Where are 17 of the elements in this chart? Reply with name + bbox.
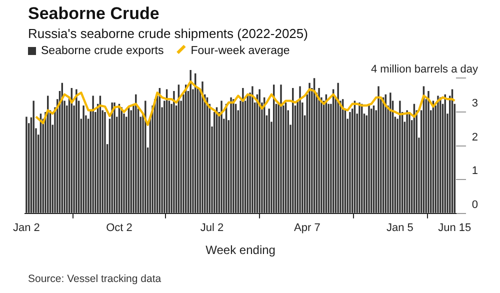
x-tick-label: Jun 15: [438, 222, 472, 234]
chart-title: Seaborne Crude: [28, 4, 160, 24]
y-tick-label: 0: [472, 198, 478, 211]
x-tick-label: Jan 5: [386, 222, 414, 234]
y-tick-label: 3: [472, 97, 478, 110]
chart-subtitle: Russia's seaborne crude shipments (2022-2025): [28, 26, 308, 41]
x-tick-label: Oct 2: [106, 222, 132, 234]
y-tick-label: 2: [472, 131, 478, 144]
y-tick-label: 4 million barrels a day: [371, 64, 478, 76]
x-tick-label: Jul 2: [200, 222, 224, 234]
x-tick-label: Apr 7: [294, 222, 320, 234]
x-axis-title: Week ending: [206, 243, 276, 258]
y-tick-label: 1: [472, 165, 478, 178]
source-note: Source: Vessel tracking data: [28, 273, 162, 285]
x-tick-label: Jan 2: [13, 222, 40, 234]
legend-label: Seaborne crude exports: [40, 45, 164, 57]
legend-label: Four-week average: [190, 45, 290, 57]
